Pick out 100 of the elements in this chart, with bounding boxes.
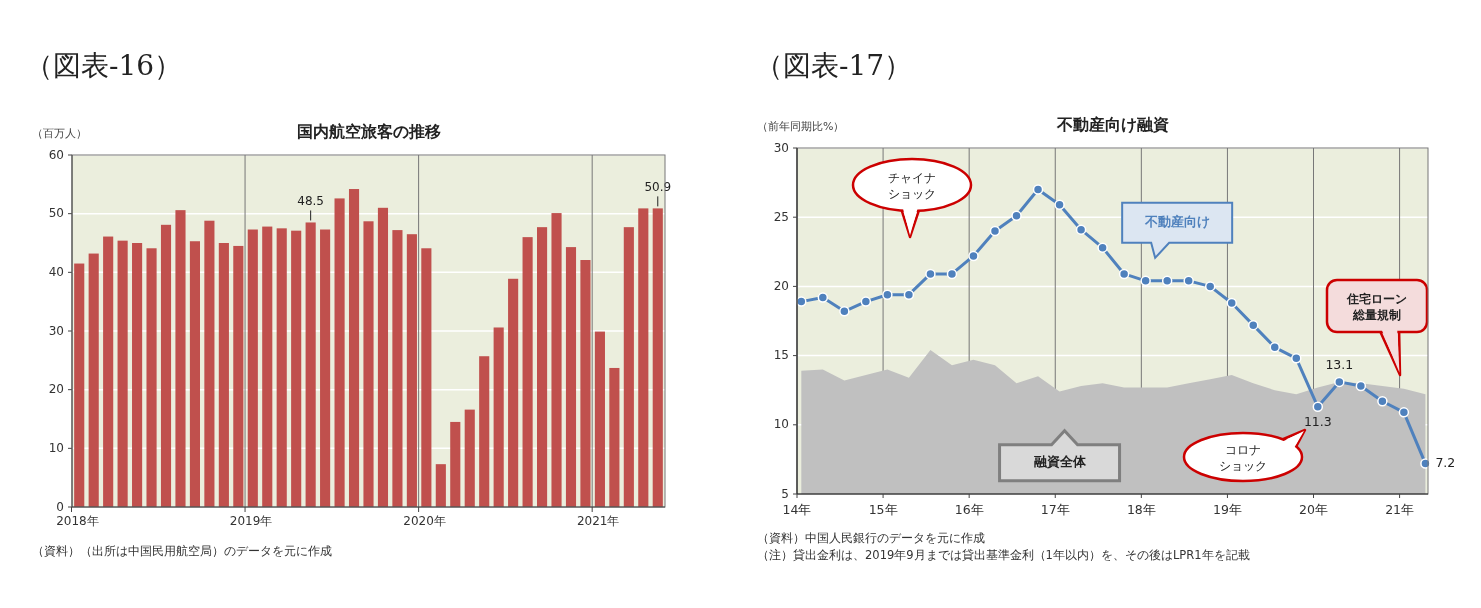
- data-label: 48.5: [297, 194, 325, 209]
- annotation: 住宅ローン総量規制: [1346, 292, 1407, 322]
- y-tick-label: 10: [48, 440, 64, 455]
- y-tick-label: 15: [773, 348, 789, 363]
- bar: [305, 222, 316, 507]
- x-tick-label: 18年: [1126, 502, 1156, 517]
- point: [1097, 242, 1108, 253]
- bar: [493, 327, 504, 507]
- bar: [103, 236, 114, 507]
- chart-subtitle: （図表-17）: [755, 49, 913, 82]
- point: [1334, 376, 1345, 388]
- x-tick-label: 20年: [1299, 502, 1328, 517]
- text: 不動産向け: [1143, 214, 1210, 230]
- point: [1398, 407, 1410, 418]
- bar: [638, 208, 649, 507]
- bar: [522, 237, 533, 507]
- bar: [377, 207, 389, 507]
- point: [1312, 401, 1324, 413]
- bar: [218, 243, 229, 507]
- x-tick-label: 14年: [782, 502, 812, 517]
- point: [946, 268, 958, 280]
- point: [882, 289, 893, 300]
- y-tick-label: 20: [773, 278, 789, 293]
- bar: [479, 356, 490, 507]
- bar: [450, 421, 461, 507]
- annotation: 11.3: [1303, 414, 1332, 430]
- y-axis-title: （百万人）: [32, 127, 87, 140]
- point: [860, 296, 872, 307]
- bar: [435, 464, 446, 507]
- point: [817, 292, 829, 303]
- bar: [609, 367, 620, 507]
- bar: [117, 240, 128, 507]
- point: [839, 306, 850, 317]
- bar: [594, 331, 605, 507]
- y-tick-label: 30: [773, 140, 789, 155]
- y-tick-label: 0: [56, 499, 64, 514]
- bar: [189, 241, 200, 507]
- bar: [421, 248, 432, 507]
- bar: [508, 278, 519, 507]
- bar: [580, 260, 591, 507]
- bar: [204, 220, 215, 507]
- bar: [233, 245, 244, 507]
- annotation: チャイナショック: [888, 171, 936, 201]
- bar: [652, 208, 663, 507]
- bar: [406, 234, 417, 507]
- x-tick-label: 2019年: [229, 514, 273, 528]
- point: [1183, 275, 1194, 287]
- point: [1269, 342, 1281, 353]
- point: [1118, 268, 1130, 280]
- text: （注）貸出金利は、2019年9月までは貸出基準金利（1年以内）を、その後はLPR1年を記載: [757, 548, 1250, 562]
- y-tick-label: 10: [773, 417, 789, 432]
- chart-title: 不動産向け融資: [1055, 115, 1169, 134]
- bar: [565, 247, 577, 507]
- text: （資料）（出所は中国民用航空局）のデータを元に作成: [32, 544, 332, 558]
- bar: [320, 229, 331, 507]
- y-tick-label: 30: [48, 323, 64, 338]
- y-tick-label: 40: [48, 264, 64, 279]
- bar: [146, 248, 157, 507]
- bar: [74, 263, 85, 507]
- bar: [132, 243, 143, 507]
- point: [989, 225, 1001, 237]
- point: [1054, 199, 1065, 210]
- x-tick-label: 19年: [1212, 502, 1242, 517]
- data-label: 50.9: [644, 180, 672, 195]
- y-tick-label: 5: [781, 486, 789, 501]
- chart-title: 国内航空旅客の推移: [296, 122, 441, 141]
- bar: [623, 227, 634, 507]
- point: [1011, 210, 1022, 222]
- bar: [175, 210, 186, 507]
- point: [1204, 281, 1216, 292]
- point: [1248, 319, 1259, 331]
- bar: [334, 198, 345, 507]
- annotation: コロナショック: [1219, 443, 1267, 473]
- text: （資料）中国人民銀行のデータを元に作成: [757, 531, 985, 545]
- point: [903, 289, 915, 300]
- y-axis-title: （前年同期比%）: [757, 120, 845, 133]
- x-tick-label: 21年: [1385, 502, 1415, 517]
- point: [1161, 275, 1173, 287]
- x-tick-label: 2021年: [576, 514, 620, 528]
- series-label: 融資全体: [1033, 454, 1087, 470]
- point: [1226, 297, 1237, 309]
- annotation: 13.1: [1325, 357, 1354, 373]
- y-tick-label: 25: [773, 209, 789, 224]
- y-tick-label: 20: [48, 382, 64, 397]
- bar: [276, 228, 287, 507]
- x-tick-label: 15年: [868, 502, 898, 517]
- bar: [464, 409, 475, 507]
- x-tick-label: 2020年: [403, 514, 446, 528]
- y-tick-label: 50: [48, 206, 64, 221]
- bar: [392, 230, 403, 507]
- bar: [88, 253, 99, 507]
- annotation: 7.2: [1435, 455, 1456, 471]
- bar: [291, 230, 302, 507]
- bar: [247, 229, 258, 507]
- point: [1291, 353, 1302, 364]
- point: [1140, 275, 1151, 287]
- bar: [537, 227, 548, 507]
- point: [1032, 184, 1044, 195]
- x-tick-label: 2018年: [56, 514, 99, 528]
- x-tick-label: 17年: [1040, 502, 1070, 517]
